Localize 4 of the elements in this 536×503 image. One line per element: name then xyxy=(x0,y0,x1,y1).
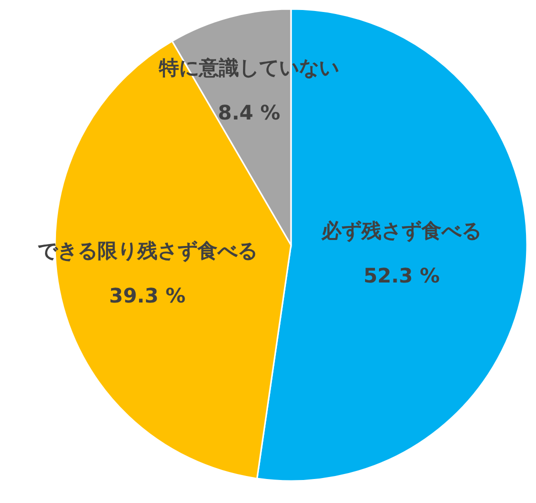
data-label: 39.3 % xyxy=(109,283,186,308)
data-label: 8.4 % xyxy=(218,100,280,125)
slice-label: 必ず残さず食べる xyxy=(320,218,482,243)
data-label: 52.3 % xyxy=(363,264,440,288)
